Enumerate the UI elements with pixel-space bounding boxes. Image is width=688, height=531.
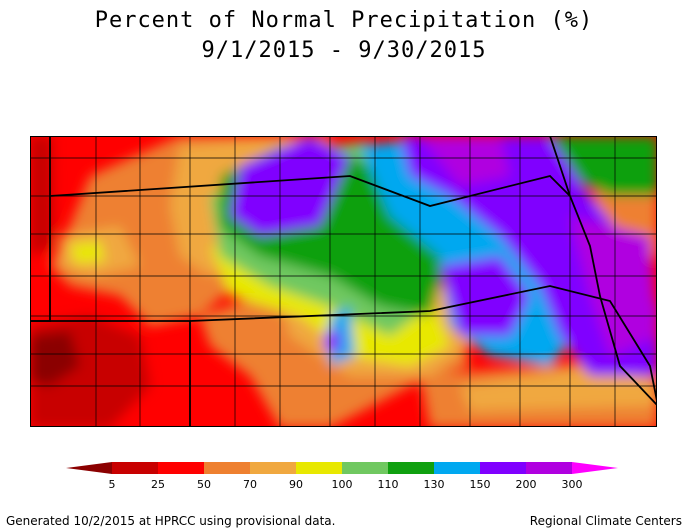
legend-tick-label: 50 <box>197 478 211 491</box>
region-purple-nw <box>230 136 350 236</box>
state-boundaries <box>30 136 656 426</box>
legend-swatch-b200_300 <box>526 462 572 474</box>
generated-note: Generated 10/2/2015 at HPRCC using provi… <box>6 514 336 528</box>
region-green-ne <box>550 136 656 196</box>
legend-swatch-b110_130 <box>388 462 434 474</box>
legend-tick-label: 90 <box>289 478 303 491</box>
legend-swatch-b150_200 <box>480 462 526 474</box>
map-date-range: 9/1/2015 - 9/30/2015 <box>201 38 487 63</box>
legend-swatch-b90_100 <box>296 462 342 474</box>
region-purple-spot <box>325 331 340 351</box>
map-title: Percent of Normal Precipitation (%) <box>94 8 594 33</box>
legend-tick-label: 5 <box>109 478 116 491</box>
region-vdarkred-sw <box>30 331 80 386</box>
legend-tick-label: 300 <box>562 478 583 491</box>
legend-swatch-b70_90 <box>250 462 296 474</box>
credit-text: Regional Climate Centers <box>529 514 682 528</box>
precipitation-map <box>30 136 657 427</box>
legend-tick-label: 100 <box>332 478 353 491</box>
legend-swatch-b5_25 <box>112 462 158 474</box>
region-yellow-spot <box>70 241 105 264</box>
county-boundaries <box>30 136 656 426</box>
legend-swatch-b130_150 <box>434 462 480 474</box>
legend-tick-label: 130 <box>424 478 445 491</box>
legend-swatch-b100_110 <box>342 462 388 474</box>
region-lightorange-south <box>460 366 656 411</box>
legend-tick-label: 110 <box>378 478 399 491</box>
legend-tick-label: 25 <box>151 478 165 491</box>
legend-tick-label: 70 <box>243 478 257 491</box>
legend-tick-label: 150 <box>470 478 491 491</box>
legend-arrow-low <box>66 462 112 474</box>
color-legend: 5 25 50 70 90 100 110 130 150 200 300 <box>66 462 618 491</box>
map-border <box>30 136 657 427</box>
legend-arrow-high <box>572 462 618 474</box>
legend-swatch-b50_70 <box>204 462 250 474</box>
region-violet-ne <box>420 136 510 186</box>
legend-swatch-b25_50 <box>158 462 204 474</box>
legend-tick-label: 200 <box>516 478 537 491</box>
